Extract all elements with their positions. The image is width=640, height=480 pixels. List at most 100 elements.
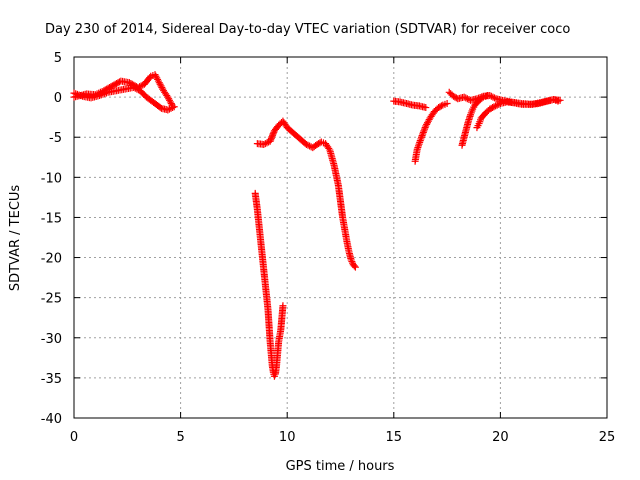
data-point-marker bbox=[304, 141, 312, 149]
data-point-marker bbox=[165, 105, 173, 113]
y-tick-label: 5 bbox=[54, 51, 62, 66]
data-point-marker bbox=[97, 91, 105, 99]
data-point-marker bbox=[421, 124, 429, 132]
data-point-marker bbox=[153, 74, 161, 82]
data-point-marker bbox=[72, 90, 80, 98]
data-point-marker bbox=[263, 139, 271, 147]
data-point-marker bbox=[416, 138, 424, 146]
x-tick-label: 0 bbox=[70, 430, 78, 445]
data-point-marker bbox=[418, 133, 426, 141]
data-point-marker bbox=[267, 136, 275, 144]
data-point-marker bbox=[462, 94, 470, 102]
data-point-marker bbox=[261, 140, 269, 148]
data-point-marker bbox=[268, 133, 276, 141]
data-point-marker bbox=[166, 96, 174, 104]
data-point-marker bbox=[73, 90, 81, 98]
data-point-marker bbox=[164, 106, 172, 114]
data-point-marker bbox=[493, 101, 501, 109]
data-point-marker bbox=[169, 104, 177, 112]
series-arc-2-steep bbox=[251, 189, 287, 380]
data-point-marker bbox=[151, 71, 159, 79]
data-point-marker bbox=[418, 132, 426, 140]
data-point-marker bbox=[154, 77, 162, 85]
data-point-marker bbox=[492, 102, 500, 110]
data-markers bbox=[70, 71, 564, 380]
data-point-marker bbox=[154, 75, 162, 83]
data-point-marker bbox=[166, 98, 174, 106]
data-point-marker bbox=[419, 128, 427, 136]
y-tick-labels: 5 0 -5 -10 -15 -20 -25 -30 -35 -40 bbox=[41, 51, 62, 427]
data-point-marker bbox=[414, 142, 422, 150]
y-tick-label: -25 bbox=[41, 292, 62, 307]
data-point-marker bbox=[478, 94, 486, 102]
data-point-marker bbox=[414, 144, 422, 152]
x-tick-label: 10 bbox=[279, 430, 296, 445]
data-point-marker bbox=[260, 140, 268, 148]
data-point-marker bbox=[155, 79, 163, 87]
data-point-marker bbox=[443, 100, 451, 108]
data-point-marker bbox=[325, 144, 333, 152]
y-axis-label: SDTVAR / TECUs bbox=[8, 185, 23, 292]
data-point-marker bbox=[347, 256, 355, 264]
data-point-marker bbox=[489, 93, 497, 101]
data-point-marker bbox=[463, 95, 471, 103]
data-point-marker bbox=[269, 130, 277, 138]
grid bbox=[74, 57, 607, 418]
x-tick-label: 15 bbox=[386, 430, 403, 445]
data-point-marker bbox=[419, 130, 427, 138]
data-point-marker bbox=[167, 104, 175, 112]
data-point-marker bbox=[158, 83, 166, 91]
x-tick-labels: 0 5 10 15 20 25 bbox=[70, 430, 615, 445]
series-arc-5 bbox=[411, 100, 451, 165]
x-tick-label: 20 bbox=[492, 430, 509, 445]
data-point-marker bbox=[556, 96, 564, 104]
data-point-marker bbox=[164, 93, 172, 101]
data-point-marker bbox=[102, 89, 110, 97]
data-point-marker bbox=[133, 85, 141, 93]
series-arc-8 bbox=[473, 96, 564, 132]
data-point-marker bbox=[422, 122, 430, 130]
data-point-marker bbox=[267, 134, 275, 142]
data-point-marker bbox=[489, 104, 497, 112]
data-point-marker bbox=[156, 80, 164, 88]
y-tick-label: -10 bbox=[41, 171, 62, 186]
axis-ticks bbox=[73, 56, 608, 419]
y-tick-label: -40 bbox=[41, 412, 62, 427]
data-point-marker bbox=[165, 95, 173, 103]
data-point-marker bbox=[99, 90, 107, 98]
chart-title: Day 230 of 2014, Sidereal Day-to-day VTE… bbox=[45, 22, 570, 37]
y-tick-label: -20 bbox=[41, 252, 62, 267]
data-point-marker bbox=[484, 92, 492, 100]
y-tick-label: -30 bbox=[41, 332, 62, 347]
data-point-marker bbox=[420, 127, 428, 135]
data-point-marker bbox=[131, 84, 139, 92]
data-point-marker bbox=[437, 102, 445, 110]
data-point-marker bbox=[460, 93, 468, 101]
data-point-marker bbox=[350, 262, 358, 270]
data-point-marker bbox=[269, 131, 277, 139]
data-point-marker bbox=[421, 125, 429, 133]
data-point-marker bbox=[96, 92, 104, 100]
data-point-marker bbox=[137, 82, 145, 90]
y-tick-label: -35 bbox=[41, 372, 62, 387]
data-point-marker bbox=[152, 72, 160, 80]
data-point-marker bbox=[495, 100, 503, 108]
data-point-marker bbox=[423, 120, 431, 128]
data-point-marker bbox=[417, 135, 425, 143]
x-axis-label: GPS time / hours bbox=[286, 459, 395, 474]
data-point-marker bbox=[416, 137, 424, 145]
data-point-marker bbox=[101, 90, 109, 98]
x-tick-label: 5 bbox=[176, 430, 184, 445]
data-point-marker bbox=[279, 302, 287, 310]
y-tick-label: 0 bbox=[54, 91, 62, 106]
x-tick-label: 25 bbox=[599, 430, 616, 445]
data-point-marker bbox=[70, 89, 78, 97]
data-point-marker bbox=[413, 145, 421, 153]
data-point-marker bbox=[424, 117, 432, 125]
data-point-marker bbox=[415, 140, 423, 148]
series-arc-3 bbox=[253, 117, 359, 271]
series-arc-1b bbox=[70, 83, 178, 114]
plot-frame bbox=[73, 56, 608, 419]
data-point-marker bbox=[487, 92, 495, 100]
